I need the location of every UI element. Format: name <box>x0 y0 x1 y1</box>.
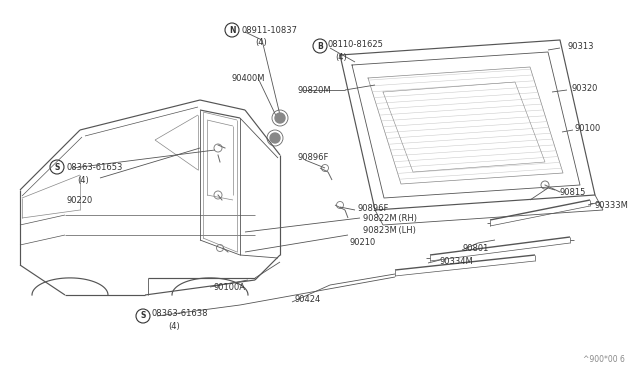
Circle shape <box>270 133 280 143</box>
Text: S: S <box>140 311 146 321</box>
Text: 90424: 90424 <box>295 295 321 305</box>
Text: N: N <box>228 26 236 35</box>
Text: 90820M: 90820M <box>298 86 332 94</box>
Text: (4): (4) <box>255 38 267 46</box>
Text: 90896F: 90896F <box>358 203 389 212</box>
Text: 08911-10837: 08911-10837 <box>242 26 298 35</box>
Text: 90400M: 90400M <box>232 74 266 83</box>
Text: (4): (4) <box>335 52 347 61</box>
Text: 90823M (LH): 90823M (LH) <box>363 225 416 234</box>
Text: 08363-61653: 08363-61653 <box>66 163 122 171</box>
Text: 08363-61638: 08363-61638 <box>152 310 209 318</box>
Text: 90334M: 90334M <box>440 257 474 266</box>
Text: ^900*00 6: ^900*00 6 <box>583 356 625 365</box>
Text: 08110-81625: 08110-81625 <box>328 39 384 48</box>
Circle shape <box>275 113 285 123</box>
Text: 90320: 90320 <box>572 83 598 93</box>
Text: 90801: 90801 <box>463 244 490 253</box>
Text: 90210: 90210 <box>350 237 376 247</box>
Text: S: S <box>54 163 60 171</box>
Text: (4): (4) <box>168 323 180 331</box>
Text: 90313: 90313 <box>568 42 595 51</box>
Text: 90822M (RH): 90822M (RH) <box>363 214 417 222</box>
Text: 90333M: 90333M <box>595 201 629 209</box>
Text: 90896F: 90896F <box>298 153 330 161</box>
Text: 90100A: 90100A <box>213 282 245 292</box>
Text: 90815: 90815 <box>560 187 586 196</box>
Text: B: B <box>317 42 323 51</box>
Text: 90220: 90220 <box>66 196 92 205</box>
Text: 90100: 90100 <box>575 124 601 132</box>
Text: (4): (4) <box>77 176 89 185</box>
